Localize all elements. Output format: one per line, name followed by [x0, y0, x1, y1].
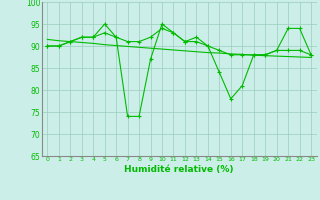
X-axis label: Humidité relative (%): Humidité relative (%): [124, 165, 234, 174]
